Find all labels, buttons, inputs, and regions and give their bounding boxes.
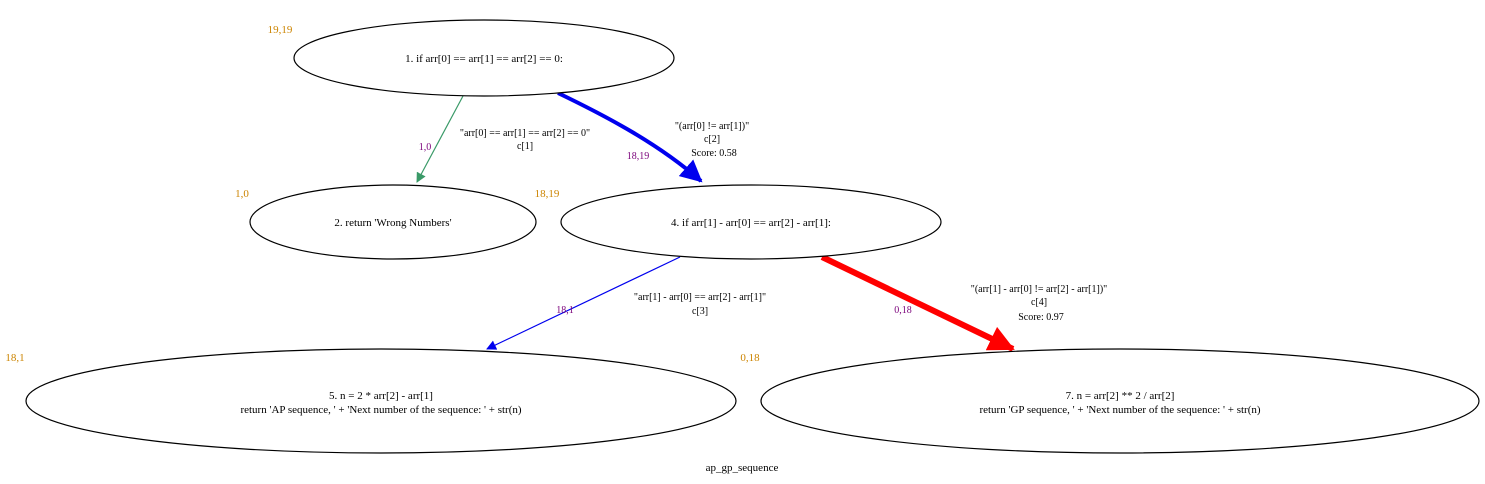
edge-1-to-4: "(arr[0] != arr[1])" c[2] Score: 0.58 18…: [557, 91, 749, 183]
node-2-label: 2. return 'Wrong Numbers': [334, 217, 451, 229]
edge-1-to-2-count: 1,0: [419, 142, 432, 153]
node-5-label-line-1: 5. n = 2 * arr[2] - arr[1]: [329, 390, 433, 402]
node-2-shape: [249, 184, 537, 260]
node-7-label-line-1: 7. n = arr[2] ** 2 / arr[2]: [1066, 390, 1175, 402]
edge-1-to-4-condition: "(arr[0] != arr[1])": [675, 121, 749, 132]
node-1: 1. if arr[0] == arr[1] == arr[2] == 0: 1…: [268, 19, 675, 97]
edge-4-to-7: "(arr[1] - arr[0] != arr[2] - arr[1])" c…: [820, 254, 1108, 352]
node-5: 5. n = 2 * arr[2] - arr[1] return 'AP se…: [5, 348, 737, 454]
graph-caption: ap_gp_sequence: [706, 462, 779, 474]
edge-4-to-5-case: c[3]: [692, 306, 708, 317]
edge-1-to-2-line: [416, 95, 464, 183]
edge-4-to-5-line: [486, 256, 681, 350]
edge-1-to-2-condition: "arr[0] == arr[1] == arr[2] == 0": [460, 128, 590, 139]
edge-1-to-2-case: c[1]: [517, 141, 533, 152]
edge-1-to-4-count: 18,19: [627, 151, 650, 162]
node-1-shape: [293, 19, 675, 97]
edge-4-to-5-count: 18,1: [556, 305, 574, 316]
node-5-count: 18,1: [5, 352, 24, 364]
edge-4-to-5-condition: "arr[1] - arr[0] == arr[2] - arr[1]": [634, 292, 766, 303]
node-7-count: 0,18: [740, 352, 760, 364]
node-4-shape: [560, 184, 942, 260]
edge-4-to-7-case: c[4]: [1031, 297, 1047, 308]
edge-1-to-2: "arr[0] == arr[1] == arr[2] == 0" c[1] 1…: [416, 95, 590, 183]
edge-1-to-4-line: [557, 91, 703, 183]
edge-4-to-5: "arr[1] - arr[0] == arr[2] - arr[1]" c[3…: [486, 256, 766, 350]
edge-4-to-7-condition: "(arr[1] - arr[0] != arr[2] - arr[1])": [971, 284, 1108, 295]
node-1-count: 19,19: [268, 24, 293, 36]
node-7-shape: [760, 348, 1480, 454]
node-4-label: 4. if arr[1] - arr[0] == arr[2] - arr[1]…: [671, 217, 831, 229]
node-2-count: 1,0: [235, 188, 249, 200]
node-2: 2. return 'Wrong Numbers' 1,0: [235, 184, 537, 260]
node-5-shape: [25, 348, 737, 454]
node-4: 4. if arr[1] - arr[0] == arr[2] - arr[1]…: [535, 184, 942, 260]
edge-4-to-7-score: Score: 0.97: [1018, 312, 1064, 323]
edge-1-to-4-score: Score: 0.58: [691, 148, 737, 159]
node-4-count: 18,19: [535, 188, 560, 200]
node-7-label-line-2: return 'GP sequence, ' + 'Next number of…: [979, 404, 1260, 416]
node-1-label: 1. if arr[0] == arr[1] == arr[2] == 0:: [405, 53, 563, 65]
edge-1-to-4-case: c[2]: [704, 134, 720, 145]
edge-4-to-7-line: [820, 254, 1015, 352]
edge-4-to-7-count: 0,18: [894, 305, 912, 316]
node-5-label-line-2: return 'AP sequence, ' + 'Next number of…: [240, 404, 521, 416]
node-7: 7. n = arr[2] ** 2 / arr[2] return 'GP s…: [740, 348, 1480, 454]
